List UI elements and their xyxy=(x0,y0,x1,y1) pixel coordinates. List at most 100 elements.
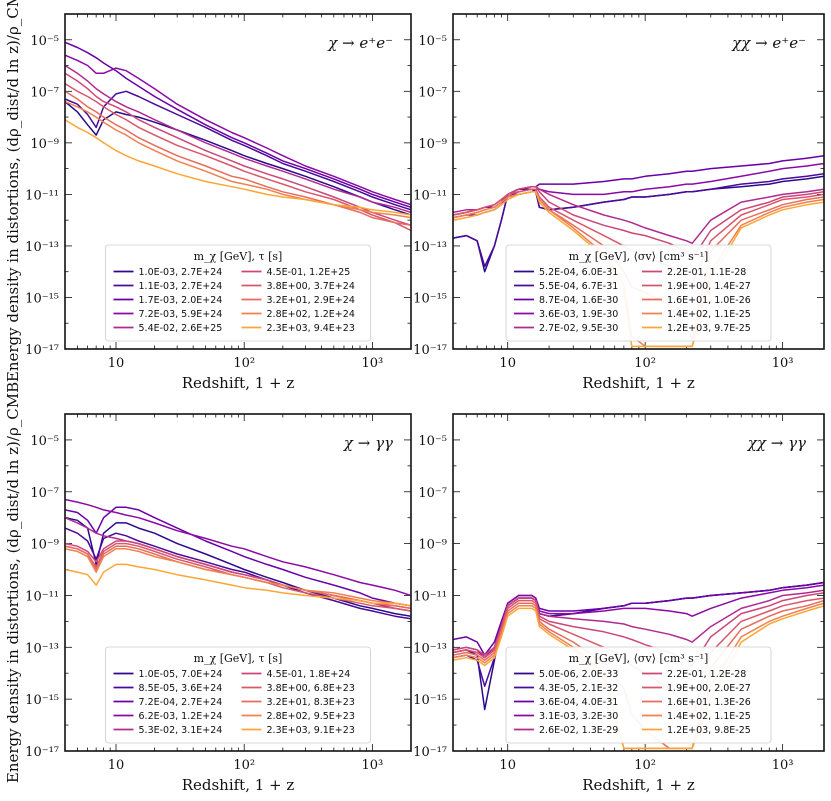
series-line xyxy=(453,191,824,348)
series-line xyxy=(453,191,824,348)
y-tick-label: 10⁻¹³ xyxy=(413,240,447,255)
series-line xyxy=(453,173,824,268)
legend-entry: 4.3E-05, 2.1E-32 xyxy=(539,683,618,694)
x-axis-label: Redshift, 1 + z xyxy=(582,374,695,392)
plot-frame xyxy=(452,413,825,752)
y-tick-label: 10⁻⁷ xyxy=(418,85,447,100)
x-tick-label: 10² xyxy=(233,758,255,773)
legend-entry: 2.8E+02, 9.5E+23 xyxy=(267,711,355,722)
legend-entry: 7.2E-03, 5.9E+24 xyxy=(139,309,223,320)
legend-entry: 2.6E-02, 1.3E-29 xyxy=(539,725,618,736)
x-tick-label: 10² xyxy=(634,758,656,773)
series-line xyxy=(65,72,411,227)
series-line xyxy=(65,54,411,206)
x-tick-label: 10² xyxy=(634,356,656,371)
legend-entry: 1.9E+00, 1.4E-27 xyxy=(667,281,751,292)
legend-title: m_χ [GeV], τ [s] xyxy=(194,652,283,665)
x-tick-label: 10 xyxy=(499,356,516,371)
series-line xyxy=(453,154,824,216)
series-line xyxy=(65,498,411,597)
y-tick-label: 10⁻¹¹ xyxy=(25,188,59,203)
x-tick-label: 10³ xyxy=(772,356,794,371)
y-tick-label: 10⁻⁵ xyxy=(418,434,447,449)
legend-entry: 1.6E+01, 1.3E-26 xyxy=(667,697,751,708)
legend-entry: 2.3E+03, 9.1E+23 xyxy=(267,725,355,736)
y-tick-label: 10⁻⁹ xyxy=(418,538,447,553)
legend-entry: 3.2E+01, 2.9E+24 xyxy=(267,295,355,306)
series-line xyxy=(453,188,824,286)
legend-box xyxy=(105,646,371,744)
y-tick-label: 10⁻¹³ xyxy=(25,641,59,656)
y-tick-label: 10⁻⁷ xyxy=(30,85,59,100)
y-tick-label: 10⁻¹⁵ xyxy=(25,693,59,708)
legend: m_χ [GeV], τ [s] 1.0E-05, 7.0E+24 8.5E-05,… xyxy=(105,646,371,744)
plot-frame xyxy=(64,413,412,752)
legend-title: m_χ [GeV], ⟨σv⟩ [cm³ s⁻¹] xyxy=(569,250,709,263)
y-tick-label: 10⁻¹³ xyxy=(413,641,447,656)
y-tick-label: 10⁻¹¹ xyxy=(413,589,447,604)
legend-entry: 1.6E+01, 1.0E-26 xyxy=(667,295,751,306)
y-tick-label: 10⁻⁵ xyxy=(30,434,59,449)
legend-entry: 4.5E-01, 1.2E+25 xyxy=(267,267,351,278)
y-tick-label: 10⁻⁵ xyxy=(30,34,59,49)
y-tick-label: 10⁻¹⁷ xyxy=(25,343,59,358)
legend-entry: 6.2E-03, 1.2E+24 xyxy=(139,711,223,722)
legend-entry: 8.5E-05, 3.6E+24 xyxy=(139,683,223,694)
legend-entry: 5.3E-02, 3.1E+24 xyxy=(139,725,223,736)
series-line xyxy=(65,82,411,232)
legend: m_χ [GeV], τ [s] 1.0E-03, 2.7E+24 1.1E-03,… xyxy=(105,244,371,342)
y-tick-label: 10⁻¹³ xyxy=(25,240,59,255)
y-tick-label: 10⁻¹⁷ xyxy=(413,343,447,358)
x-tick-label: 10² xyxy=(233,356,255,371)
legend-entry: 8.7E-04, 1.6E-30 xyxy=(539,295,618,306)
x-tick-label: 10 xyxy=(108,758,125,773)
y-tick-label: 10⁻⁷ xyxy=(30,486,59,501)
series-line xyxy=(65,542,411,612)
legend-entry: 1.7E-03, 2.0E+24 xyxy=(139,295,223,306)
series-line xyxy=(65,563,411,607)
plot-frame xyxy=(452,13,825,350)
series-line xyxy=(453,597,824,721)
legend-entry: 3.6E-04, 4.0E-31 xyxy=(539,697,618,708)
legend-entry: 5.0E-06, 2.0E-33 xyxy=(539,669,618,680)
series-line xyxy=(65,101,411,216)
chart-panel: 10 10² 10³ 10⁻⁵ 10⁻⁷ 10⁻⁹ 10⁻¹¹ 10⁻¹³ 10⁻¹⁵ 10⁻¹⁷… xyxy=(4,382,412,794)
y-tick-label: 10⁻¹⁵ xyxy=(25,291,59,306)
chart-panel: 10 10² 10³ 10⁻⁵ 10⁻⁷ 10⁻⁹ 10⁻¹¹ 10⁻¹³ 10⁻¹⁵ 10⁻¹⁷… xyxy=(413,13,825,392)
legend-entry: 2.2E-01, 1.2E-28 xyxy=(667,669,746,680)
x-axis-label: Redshift, 1 + z xyxy=(182,374,295,392)
legend-box xyxy=(505,244,772,342)
y-axis-label: Energy density in distortions, (dρ_dist/… xyxy=(4,0,22,382)
panel-title: χχ → e⁺e⁻ xyxy=(731,34,806,52)
legend-entry: 3.8E+00, 6.8E+23 xyxy=(267,683,355,694)
chart-panel: 10 10² 10³ 10⁻⁵ 10⁻⁷ 10⁻⁹ 10⁻¹¹ 10⁻¹³ 10⁻¹⁵ 10⁻¹⁷… xyxy=(4,0,412,392)
x-tick-label: 10 xyxy=(499,758,516,773)
y-tick-label: 10⁻¹¹ xyxy=(413,188,447,203)
y-tick-label: 10⁻⁹ xyxy=(30,538,59,553)
legend-entry: 1.0E-03, 2.7E+24 xyxy=(139,267,223,278)
series-line xyxy=(65,516,411,617)
legend-entry: 1.9E+00, 2.0E-27 xyxy=(667,683,751,694)
series-line xyxy=(65,90,411,227)
legend-entry: 2.8E+02, 1.2E+24 xyxy=(267,309,355,320)
x-tick-label: 10³ xyxy=(362,356,384,371)
legend-entry: 3.6E-03, 1.9E-30 xyxy=(539,309,618,320)
legend-box xyxy=(105,244,371,342)
legend-title: m_χ [GeV], ⟨σv⟩ [cm³ s⁻¹] xyxy=(569,652,709,665)
series-line xyxy=(65,100,411,219)
y-tick-label: 10⁻¹⁵ xyxy=(413,693,447,708)
y-tick-label: 10⁻⁹ xyxy=(30,137,59,152)
plot-frame xyxy=(64,13,412,350)
legend-entry: 2.2E-01, 1.1E-28 xyxy=(667,267,746,278)
series-line xyxy=(65,545,411,610)
series-line xyxy=(65,41,411,209)
x-axis-label: Redshift, 1 + z xyxy=(582,776,695,794)
legend-entry: 7.2E-04, 2.7E+24 xyxy=(139,697,223,708)
legend-entry: 3.1E-03, 3.2E-30 xyxy=(539,711,618,722)
x-tick-label: 10³ xyxy=(362,758,384,773)
y-tick-label: 10⁻¹⁷ xyxy=(25,745,59,760)
legend-entry: 1.2E+03, 9.7E-25 xyxy=(667,323,751,334)
x-tick-label: 10 xyxy=(108,356,125,371)
legend-entry: 1.4E+02, 1.1E-25 xyxy=(667,711,751,722)
